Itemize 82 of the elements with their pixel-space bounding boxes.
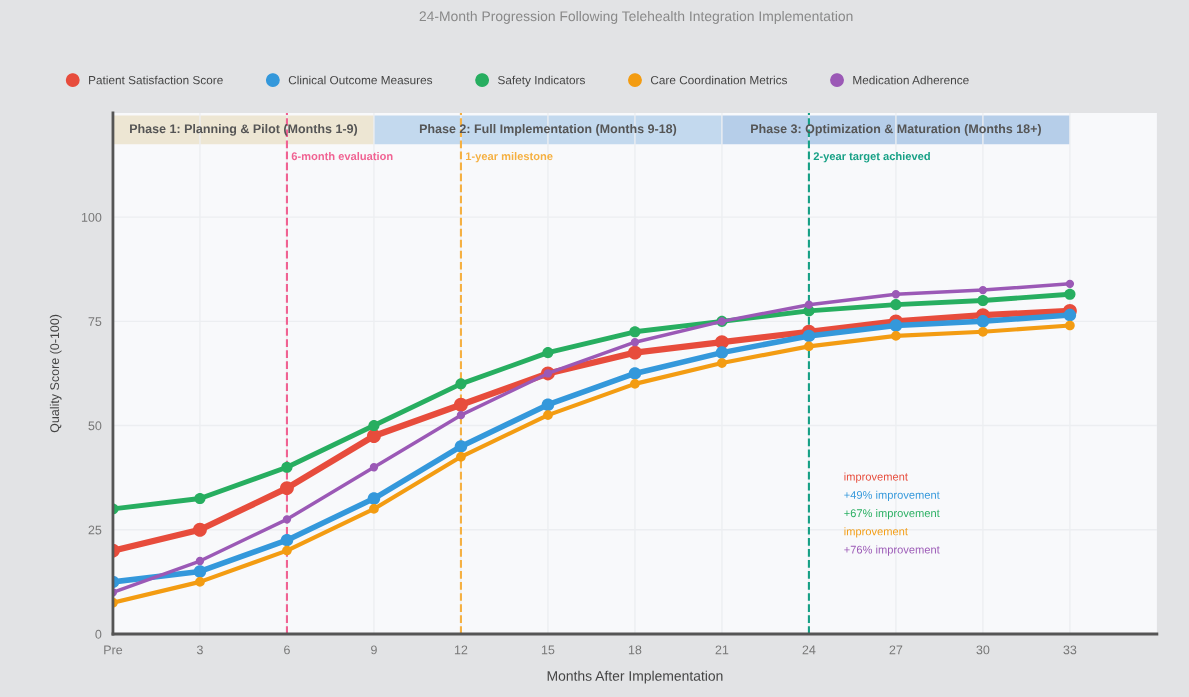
point <box>717 358 727 368</box>
band-label: Phase 2: Full Implementation (Months 9-18) <box>419 124 677 136</box>
point <box>193 565 207 578</box>
x-tick-label: 33 <box>1063 645 1077 655</box>
point <box>195 556 205 566</box>
legend-label: Safety Indicators <box>498 75 585 87</box>
point <box>890 299 902 311</box>
band-label: Phase 1: Planning & Pilot (Months 1-9) <box>130 124 358 136</box>
point <box>368 420 380 432</box>
ref-line-label: 1-year milestone <box>465 151 553 163</box>
point <box>978 285 988 295</box>
legend-label: Clinical Outcome Measures <box>288 75 433 85</box>
point <box>541 398 555 411</box>
point <box>195 577 205 587</box>
x-tick-label: 27 <box>889 645 903 655</box>
x-tick-label: 3 <box>196 645 203 655</box>
point <box>455 378 467 390</box>
x-tick-label: Pre <box>104 645 123 655</box>
chart-title: 24-Month Progression Following Telehealth Integration Implementation <box>419 10 853 24</box>
point <box>456 451 466 462</box>
annotation: improvement <box>844 527 908 538</box>
point <box>542 347 554 359</box>
point <box>456 410 466 420</box>
x-tick-label: 12 <box>454 645 468 655</box>
point <box>1065 279 1075 288</box>
band-label: Phase 3: Optimization & Maturation (Months 18+) <box>751 124 1041 136</box>
point <box>282 515 292 524</box>
point <box>977 294 989 307</box>
x-tick-label: 21 <box>715 645 729 655</box>
point <box>976 315 990 328</box>
point <box>367 429 381 443</box>
legend-label: Patient Satisfaction Score <box>89 75 223 85</box>
point <box>628 367 642 380</box>
point <box>193 522 207 537</box>
point <box>802 329 816 343</box>
point <box>369 463 379 472</box>
ref-line-label: 6-month evaluation <box>291 151 393 161</box>
y-tick-label: 25 <box>88 525 102 535</box>
point <box>453 397 468 412</box>
point <box>978 326 988 337</box>
annotation: improvement <box>844 472 908 483</box>
point <box>1063 308 1077 322</box>
point <box>630 379 640 389</box>
point <box>804 300 814 309</box>
point <box>194 492 206 505</box>
point <box>454 440 468 453</box>
legend-label: Medication Adherence <box>853 75 969 85</box>
point <box>280 533 294 547</box>
point <box>630 338 640 347</box>
y-tick-label: 50 <box>88 421 102 431</box>
point <box>281 461 293 473</box>
x-axis-title: Months After Implementation <box>547 670 723 684</box>
point <box>629 326 641 338</box>
point <box>714 335 729 350</box>
x-tick-label: 30 <box>976 645 990 655</box>
y-axis-title: Quality Score (0-100) <box>49 314 62 433</box>
y-tick-label: 100 <box>81 212 102 222</box>
x-tick-label: 18 <box>628 645 642 655</box>
point <box>543 410 553 420</box>
point <box>282 545 292 556</box>
x-tick-label: 6 <box>284 645 290 655</box>
y-tick-label: 75 <box>88 317 102 326</box>
x-tick-label: 15 <box>541 645 555 655</box>
point <box>1064 288 1076 300</box>
point <box>889 319 903 332</box>
point <box>369 504 379 514</box>
annotation: +49% improvement <box>844 490 940 502</box>
point <box>804 341 814 352</box>
annotation: +67% improvement <box>844 508 940 520</box>
point <box>891 331 901 341</box>
point <box>627 345 642 360</box>
point <box>1065 320 1075 331</box>
point <box>715 346 729 359</box>
x-tick-label: 9 <box>371 645 377 655</box>
annotation: +76% improvement <box>844 545 940 556</box>
point <box>367 492 381 505</box>
legend-label: Care Coordination Metrics <box>650 75 788 85</box>
point <box>891 290 901 299</box>
ref-line-label: 2-year target achieved <box>813 151 930 163</box>
y-tick-label: 0 <box>95 629 102 639</box>
point <box>280 481 294 496</box>
x-tick-label: 24 <box>802 645 816 655</box>
